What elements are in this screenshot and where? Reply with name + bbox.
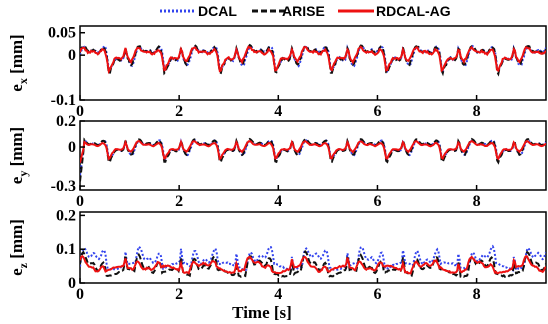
series-group-3 <box>80 244 546 278</box>
x-tick-label: 6 <box>373 193 381 210</box>
x-tick-label: 8 <box>473 193 481 210</box>
x-axis-label: Time [s] <box>232 303 292 322</box>
series-group-2 <box>80 136 546 182</box>
y-axis-label-3: ez [mm] <box>7 219 30 276</box>
x-tick-label: 2 <box>175 103 183 120</box>
y-tick-label: -0.1 <box>51 92 76 109</box>
y-tick-label: 0 <box>68 47 76 64</box>
y-axis-label-main: e <box>7 176 26 184</box>
panel-2: 0.20-0.30 2 4 6 8ey [mm] <box>7 113 547 210</box>
y-tick-label: -0.3 <box>51 178 76 195</box>
y-axis-label-unit: [mm] <box>7 34 26 78</box>
y-axis-label-main: e <box>7 84 26 92</box>
y-tick-label: 0 <box>68 139 76 156</box>
panel-1: 0.050-0.10 2 4 6 8ex [mm] <box>7 25 547 120</box>
y-tick-label: 0.05 <box>48 25 76 42</box>
series-group-1 <box>80 43 546 77</box>
legend-label-dcal: DCAL <box>198 3 237 19</box>
series-line-rdcal-ag <box>80 45 546 75</box>
x-tick-label: 0 <box>76 103 84 120</box>
x-tick-label: 2 <box>175 193 183 210</box>
legend-label-arise: ARISE <box>282 3 325 19</box>
x-tick-label: 6 <box>373 103 381 120</box>
y-tick-label: 0 <box>68 275 76 292</box>
x-tick-label: 4 <box>274 103 282 120</box>
x-tick-label: 0 <box>76 286 84 303</box>
y-tick-label: 0.1 <box>56 241 76 258</box>
y-axis-label-sub: y <box>16 171 30 177</box>
series-line-rdcal-ag <box>80 254 546 276</box>
y-tick-label: 0.2 <box>56 207 76 224</box>
x-tick-label: 4 <box>274 193 282 210</box>
axes-box-1 <box>79 25 547 101</box>
x-tick-label: 2 <box>175 286 183 303</box>
y-axis-label-unit: [mm] <box>7 219 26 263</box>
legend-label-rdcal-ag: RDCAL-AG <box>376 3 451 19</box>
y-axis-label-sub: x <box>16 78 30 84</box>
panels: 0.050-0.10 2 4 6 8ex [mm]0.20-0.30 2 4 6 8ey [mm… <box>7 25 547 303</box>
y-axis-label-unit: [mm] <box>7 127 26 171</box>
x-tick-label: 6 <box>373 286 381 303</box>
legend: DCAL ARISE RDCAL-AG <box>160 3 451 19</box>
y-axis-label-1: ex [mm] <box>7 34 30 91</box>
y-tick-label: 0.2 <box>56 113 76 130</box>
y-axis-label-main: e <box>7 268 26 276</box>
x-tick-label: 8 <box>473 286 481 303</box>
series-line-arise <box>80 43 546 77</box>
series-line-rdcal-ag <box>80 138 546 163</box>
y-axis-label-sub: z <box>16 262 30 268</box>
axes-box-2 <box>79 120 547 191</box>
x-tick-label: 8 <box>473 103 481 120</box>
axes-box-3 <box>79 211 547 284</box>
x-tick-label: 0 <box>76 193 84 210</box>
y-axis-label-2: ey [mm] <box>7 127 30 184</box>
x-tick-label: 4 <box>274 286 282 303</box>
panel-3: 0.2 0.1 00 2 4 6 8 ez [mm] <box>7 207 547 303</box>
